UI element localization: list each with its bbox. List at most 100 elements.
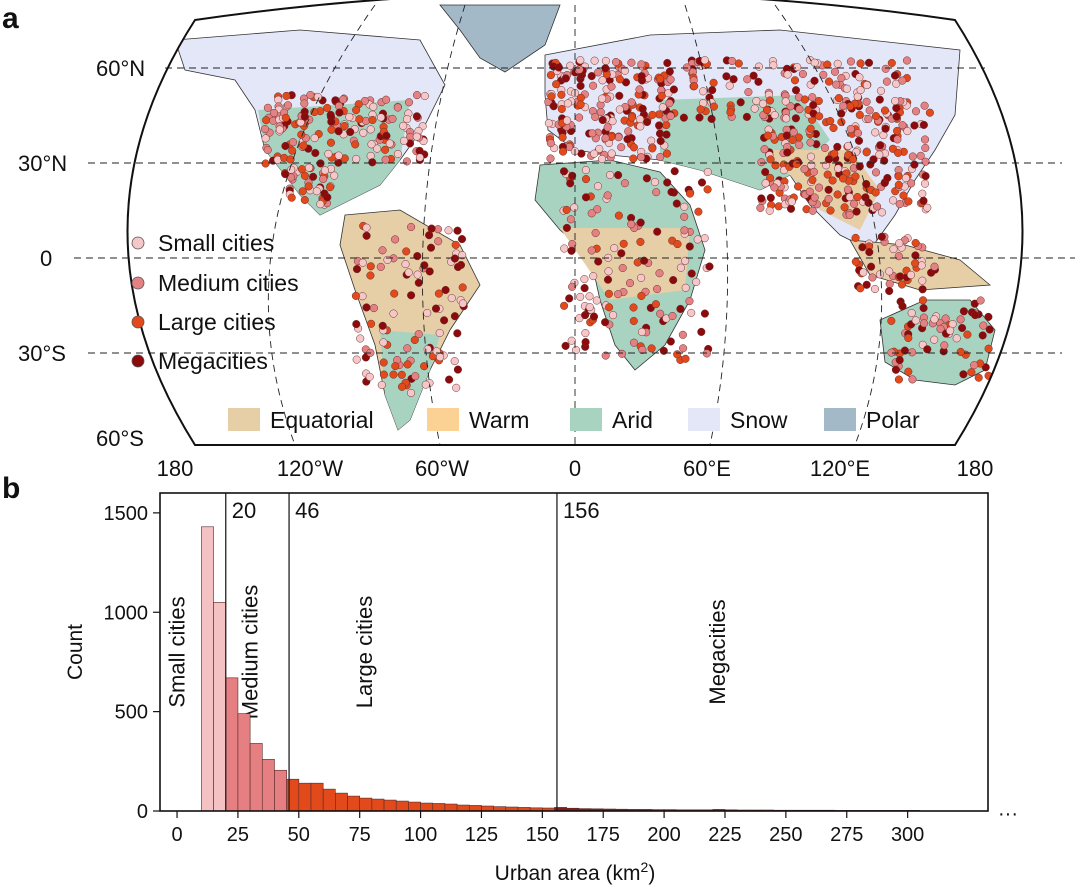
histogram-bar <box>237 713 251 812</box>
lon-label: 180 <box>157 456 194 481</box>
city-point <box>750 104 759 113</box>
city-point <box>625 279 635 288</box>
city-point <box>783 148 792 157</box>
city-point <box>790 76 800 85</box>
city-point <box>770 183 779 192</box>
city-point <box>601 56 610 65</box>
city-point <box>404 268 413 277</box>
city-point <box>979 321 988 330</box>
city-point <box>908 152 917 161</box>
city-point <box>808 93 817 102</box>
city-point <box>853 129 863 138</box>
city-point <box>782 131 791 140</box>
city-point <box>627 98 636 107</box>
city-point <box>289 138 298 147</box>
city-point <box>581 329 590 338</box>
city-point <box>786 102 795 111</box>
city-point <box>563 116 572 125</box>
city-point <box>676 263 685 272</box>
city-point <box>554 63 563 72</box>
city-point <box>824 185 833 194</box>
city-point <box>911 316 920 325</box>
city-point <box>834 164 843 173</box>
city-point <box>547 92 556 101</box>
city-legend-label: Small cities <box>158 230 274 256</box>
city-point <box>620 66 630 75</box>
city-point <box>558 147 568 156</box>
city-point <box>362 223 371 232</box>
city-legend-item: Medium cities <box>131 270 299 296</box>
city-point <box>856 284 865 293</box>
city-point <box>830 67 840 76</box>
city-point <box>427 224 436 233</box>
city-point <box>425 267 434 276</box>
city-point <box>359 128 368 137</box>
city-point <box>562 205 571 214</box>
city-point <box>596 107 605 117</box>
city-point <box>288 146 297 155</box>
city-point <box>421 380 430 389</box>
climate-legend-label: Warm <box>469 407 529 433</box>
city-point <box>956 315 965 324</box>
city-point <box>952 334 961 343</box>
city-point <box>665 67 674 76</box>
city-point <box>312 187 321 196</box>
city-point <box>864 114 873 124</box>
city-point <box>685 242 694 251</box>
city-point <box>393 103 402 112</box>
city-point <box>910 121 919 130</box>
city-point <box>262 116 271 125</box>
greenland <box>439 4 561 73</box>
city-point <box>334 127 343 136</box>
city-point <box>810 58 819 67</box>
city-point <box>685 297 694 306</box>
axis-continuation-ellipsis: ··· <box>998 803 1018 825</box>
city-point <box>808 206 817 215</box>
city-point <box>849 199 859 208</box>
city-point <box>925 108 934 117</box>
city-point <box>703 167 712 177</box>
city-point <box>623 135 632 144</box>
city-point <box>918 296 928 305</box>
class-label: Megacities <box>705 599 730 704</box>
city-point <box>830 149 839 158</box>
city-point <box>919 304 928 313</box>
city-point <box>601 134 610 143</box>
city-point <box>722 72 731 81</box>
city-point <box>558 133 567 142</box>
city-point <box>648 144 657 153</box>
city-point <box>883 173 892 183</box>
city-point <box>260 125 270 134</box>
city-point <box>846 124 855 134</box>
panel-a-label: a <box>2 2 19 35</box>
city-point <box>871 188 880 197</box>
city-point <box>560 301 569 310</box>
city-point <box>800 165 809 174</box>
city-point <box>615 75 624 84</box>
city-point <box>845 193 854 202</box>
city-point <box>391 362 400 371</box>
class-labels: Small cities Medium cities Large cities Meg… <box>164 585 730 719</box>
city-point <box>546 139 555 148</box>
histogram-bar <box>213 602 227 812</box>
city-point <box>920 101 929 110</box>
histogram-panel: b Small cities Medium cities Large cities M… <box>2 472 1018 885</box>
city-point <box>399 136 409 145</box>
city-point <box>852 207 861 216</box>
city-point <box>843 185 852 194</box>
city-point <box>898 76 907 85</box>
city-point <box>834 94 843 103</box>
city-point <box>345 112 354 122</box>
city-point <box>665 99 674 108</box>
city-point <box>769 61 778 70</box>
city-point <box>672 199 681 208</box>
city-point <box>894 172 903 181</box>
city-point <box>450 254 459 263</box>
city-point <box>358 258 367 267</box>
city-point <box>690 82 699 91</box>
city-point <box>604 289 613 298</box>
histogram-bar <box>322 788 336 812</box>
city-point <box>728 56 737 66</box>
city-point <box>362 303 371 312</box>
city-point <box>685 189 695 198</box>
